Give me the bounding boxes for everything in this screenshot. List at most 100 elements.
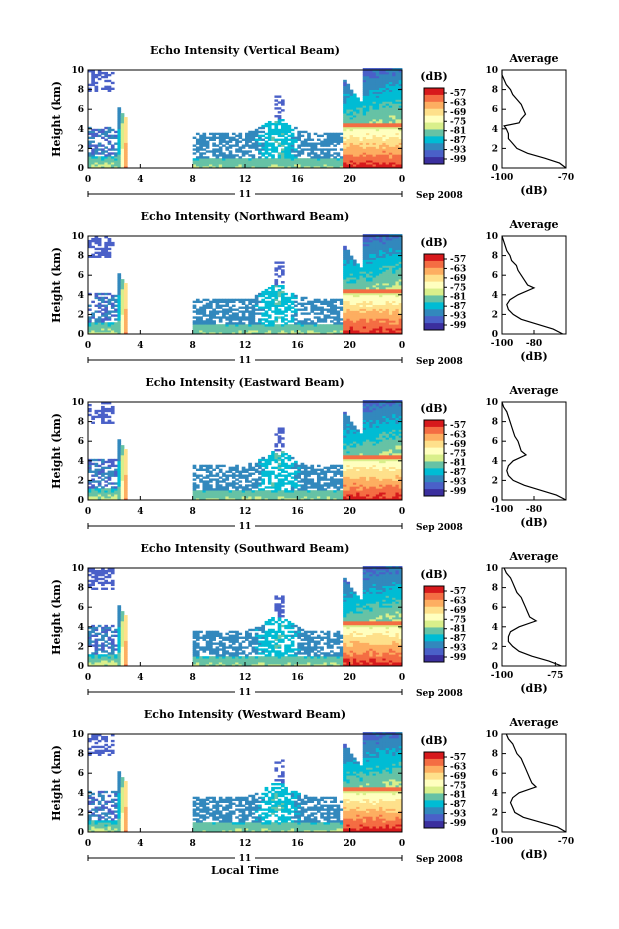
heatmap-cell [366,111,370,114]
heatmap-cell [225,498,230,501]
heatmap-cell [274,484,279,487]
heatmap-cell [218,140,223,143]
heatmap-cell [267,144,272,147]
heatmap-cell [362,83,367,87]
heatmap-cell [120,158,125,161]
heatmap-cell [245,158,249,161]
heatmap-cell [241,312,246,315]
heatmap-cell [352,93,357,96]
heatmap-cell [290,476,295,479]
heatmap-cell [117,476,122,479]
heatmap-cell [120,328,125,331]
heatmap-cell [359,445,364,448]
heatmap-cell [388,316,393,319]
heatmap-cell [107,298,112,302]
heatmap-cell [333,472,337,475]
heatmap-cell [123,310,128,313]
heatmap-cell [271,164,275,167]
heatmap-cell [339,160,344,163]
heatmap-cell [382,130,387,134]
heatmap-cell [382,320,387,323]
heatmap-cell [258,164,262,167]
heatmap-cell [352,142,357,145]
heatmap-cell [356,328,360,331]
heatmap-cell [280,148,285,151]
heatmap-cell [356,103,360,106]
heatmap-cell [235,138,239,141]
heatmap-cell [123,460,128,464]
heatmap-cell [88,255,92,258]
heatmap-cell [343,255,347,258]
heatmap-cell [107,73,112,77]
heatmap-cell [91,77,95,81]
heatmap-cell [267,124,272,128]
heatmap-cell [258,458,262,462]
heatmap-cell [359,115,364,118]
heatmap-cell [267,332,272,335]
heatmap-cell [290,484,295,487]
heatmap-cell [349,120,354,124]
heatmap-cell [382,302,387,305]
heatmap-cell [326,486,331,489]
heatmap-cell [349,296,354,300]
heatmap-cell [290,166,295,169]
heatmap-cell [352,156,357,159]
heatmap-cell [382,290,387,294]
heatmap-cell [346,304,351,307]
heatmap-cell [362,488,367,491]
heatmap-cell [241,476,246,479]
heatmap-cell [330,306,334,309]
heatmap-cell [231,304,236,307]
heatmap-cell [195,496,200,499]
heatmap-cell [271,498,275,501]
heatmap-cell [388,243,393,247]
heatmap-cell [117,452,122,456]
heatmap-cell [97,144,102,147]
heatmap-cell [369,132,373,136]
heatmap-cell [94,236,99,239]
heatmap-cell [215,494,220,497]
heatmap-cell [91,164,95,167]
heatmap-cell [316,476,321,479]
heatmap-cell [104,409,109,413]
heatmap-cell [369,107,373,110]
heatmap-cell [339,332,344,335]
heatmap-cell [352,132,357,136]
heatmap-cell [346,249,351,253]
heatmap-cell [343,300,347,304]
heatmap-cell [385,304,390,307]
heatmap-cell [398,101,403,104]
heatmap-cell [101,247,105,251]
x-tick-label: 4 [137,175,143,185]
heatmap-cell [359,482,364,485]
heatmap-cell [280,124,285,128]
heatmap-cell [254,312,259,315]
heatmap-cell [307,300,311,304]
heatmap-cell [277,492,282,495]
heatmap-cell [369,122,373,126]
heatmap-cell [97,464,102,468]
day-label-bg [235,354,255,366]
heatmap-cell [392,103,396,106]
heatmap-cell [369,322,373,325]
heatmap-cell [339,324,344,327]
heatmap-cell [323,478,328,481]
heatmap-cell [352,283,357,286]
heatmap-cell [320,494,324,497]
heatmap-cell [254,332,259,335]
heatmap-cell [107,474,112,477]
heatmap-cell [330,326,334,329]
heatmap-cell [300,140,305,143]
heatmap-cell [91,300,95,304]
heatmap-cell [392,150,396,153]
heatmap-cell [120,142,125,145]
heatmap-cell [222,486,226,489]
heatmap-cell [362,421,367,424]
heatmap-cell [333,482,337,485]
heatmap-cell [320,166,324,169]
heatmap-cell [120,318,125,321]
heatmap-cell [117,464,122,468]
colorbar-swatch [424,88,444,96]
heatmap-cell [297,330,301,333]
heatmap-cell [398,318,403,321]
